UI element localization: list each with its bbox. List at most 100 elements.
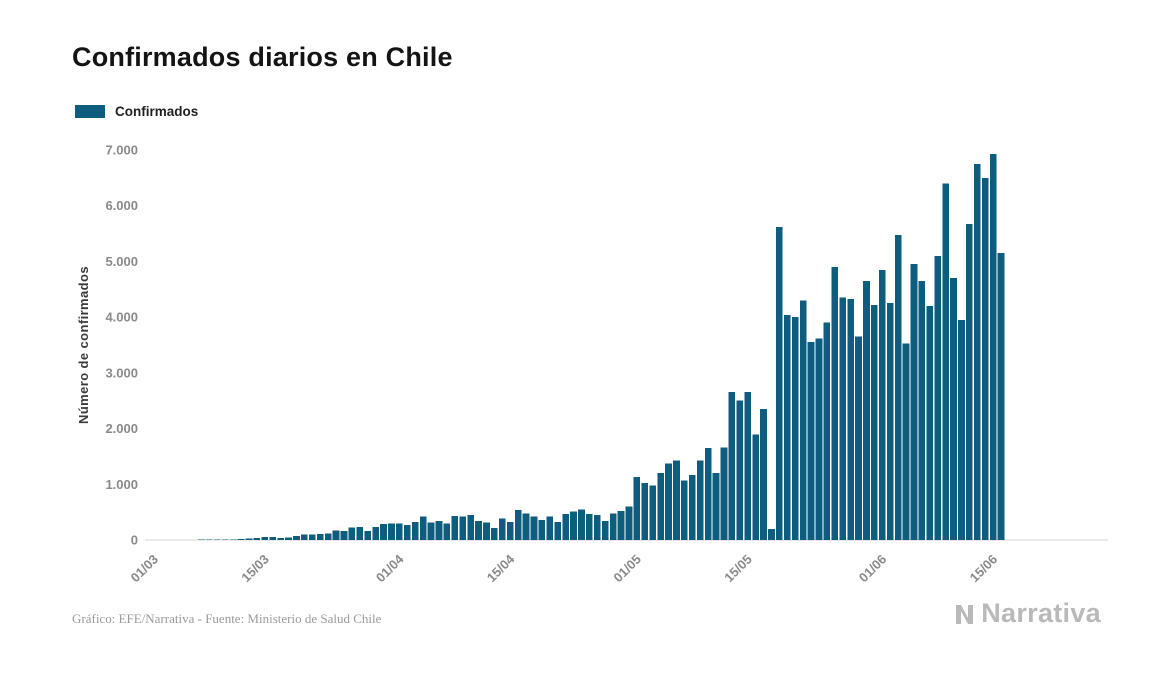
narrativa-logo: Narrativa xyxy=(952,598,1101,629)
bar xyxy=(736,400,744,540)
bar xyxy=(483,522,490,540)
bar xyxy=(688,474,696,540)
bar xyxy=(332,530,340,540)
bar xyxy=(324,533,332,540)
bar xyxy=(380,523,387,540)
bar xyxy=(752,434,759,540)
x-axis-tick-label: 01/05 xyxy=(610,552,644,586)
bar xyxy=(530,516,538,540)
bar xyxy=(720,447,728,540)
bar xyxy=(372,527,379,540)
bar xyxy=(261,537,269,540)
source-credit: Gráfico: EFE/Narrativa - Fuente: Ministe… xyxy=(72,611,382,626)
bar xyxy=(799,300,807,540)
narrativa-logo-text: Narrativa xyxy=(981,598,1101,628)
bar xyxy=(712,473,720,540)
chart-title: Confirmados diarios en Chile xyxy=(72,42,453,72)
bar xyxy=(704,448,712,540)
bar xyxy=(973,163,981,540)
bar xyxy=(847,298,854,540)
bar xyxy=(681,480,688,540)
bar xyxy=(989,153,997,540)
bar xyxy=(435,520,443,540)
bar xyxy=(910,264,918,540)
bar xyxy=(285,537,292,540)
y-axis-tick-label: 0 xyxy=(131,533,138,548)
bar xyxy=(926,306,934,540)
bar xyxy=(356,527,364,540)
x-axis-tick-label: 15/05 xyxy=(721,552,755,586)
bar xyxy=(316,534,324,540)
bar xyxy=(245,538,253,540)
bar xyxy=(878,269,886,540)
bar xyxy=(783,314,791,540)
bar xyxy=(791,317,799,540)
bar xyxy=(443,523,451,540)
bar xyxy=(981,177,989,541)
bar xyxy=(498,518,506,540)
bar xyxy=(522,513,530,540)
bar xyxy=(364,531,372,540)
bar xyxy=(427,522,435,540)
bar xyxy=(744,391,752,540)
bar xyxy=(348,527,356,540)
x-axis-tick-label: 15/04 xyxy=(484,551,518,585)
bar xyxy=(467,515,474,540)
bar xyxy=(388,523,395,540)
bar xyxy=(641,483,649,540)
bar xyxy=(562,514,569,540)
bar xyxy=(593,514,601,540)
bar xyxy=(237,539,245,540)
bar xyxy=(578,509,585,540)
bar xyxy=(229,539,237,540)
narrativa-logo-icon xyxy=(956,604,974,624)
bar xyxy=(649,485,657,540)
bar xyxy=(586,513,593,540)
bar xyxy=(776,226,783,540)
bar xyxy=(293,535,300,540)
bar xyxy=(863,280,870,540)
bar xyxy=(942,183,949,540)
bar xyxy=(823,322,831,540)
bar xyxy=(665,463,672,540)
bar xyxy=(340,531,348,540)
bar xyxy=(673,460,680,540)
bar xyxy=(411,522,419,540)
bar xyxy=(609,513,617,540)
bar xyxy=(269,536,277,540)
bar xyxy=(997,253,1005,540)
bar xyxy=(617,511,625,540)
bar xyxy=(221,539,229,540)
bar xyxy=(459,516,467,540)
bar xyxy=(831,267,839,540)
legend-label: Confirmados xyxy=(115,104,199,119)
bar xyxy=(871,304,878,540)
bar xyxy=(657,473,664,540)
bar xyxy=(958,319,965,540)
bar xyxy=(546,516,554,540)
bar xyxy=(451,516,459,540)
y-axis-tick-label: 5.000 xyxy=(105,254,138,269)
bar xyxy=(815,338,823,540)
bar xyxy=(894,235,902,540)
bar xyxy=(768,528,775,540)
x-axis-tick-label: 15/03 xyxy=(238,552,272,586)
bar xyxy=(403,524,411,540)
bar xyxy=(760,409,767,540)
y-axis-tick-label: 1.000 xyxy=(105,477,138,492)
x-axis-tick-label: 15/06 xyxy=(967,552,1001,586)
x-axis-tick-label: 01/04 xyxy=(373,551,407,585)
y-axis-title: Número de confirmados xyxy=(76,266,91,424)
bar xyxy=(633,477,641,540)
bar xyxy=(918,280,926,540)
bar xyxy=(950,278,957,540)
bar xyxy=(570,511,577,540)
legend: Confirmados xyxy=(75,104,198,119)
bar xyxy=(625,506,633,540)
bar xyxy=(277,537,284,540)
bar xyxy=(253,538,261,540)
y-axis-tick-label: 6.000 xyxy=(105,198,138,213)
bar xyxy=(807,342,815,540)
bar xyxy=(855,336,862,540)
